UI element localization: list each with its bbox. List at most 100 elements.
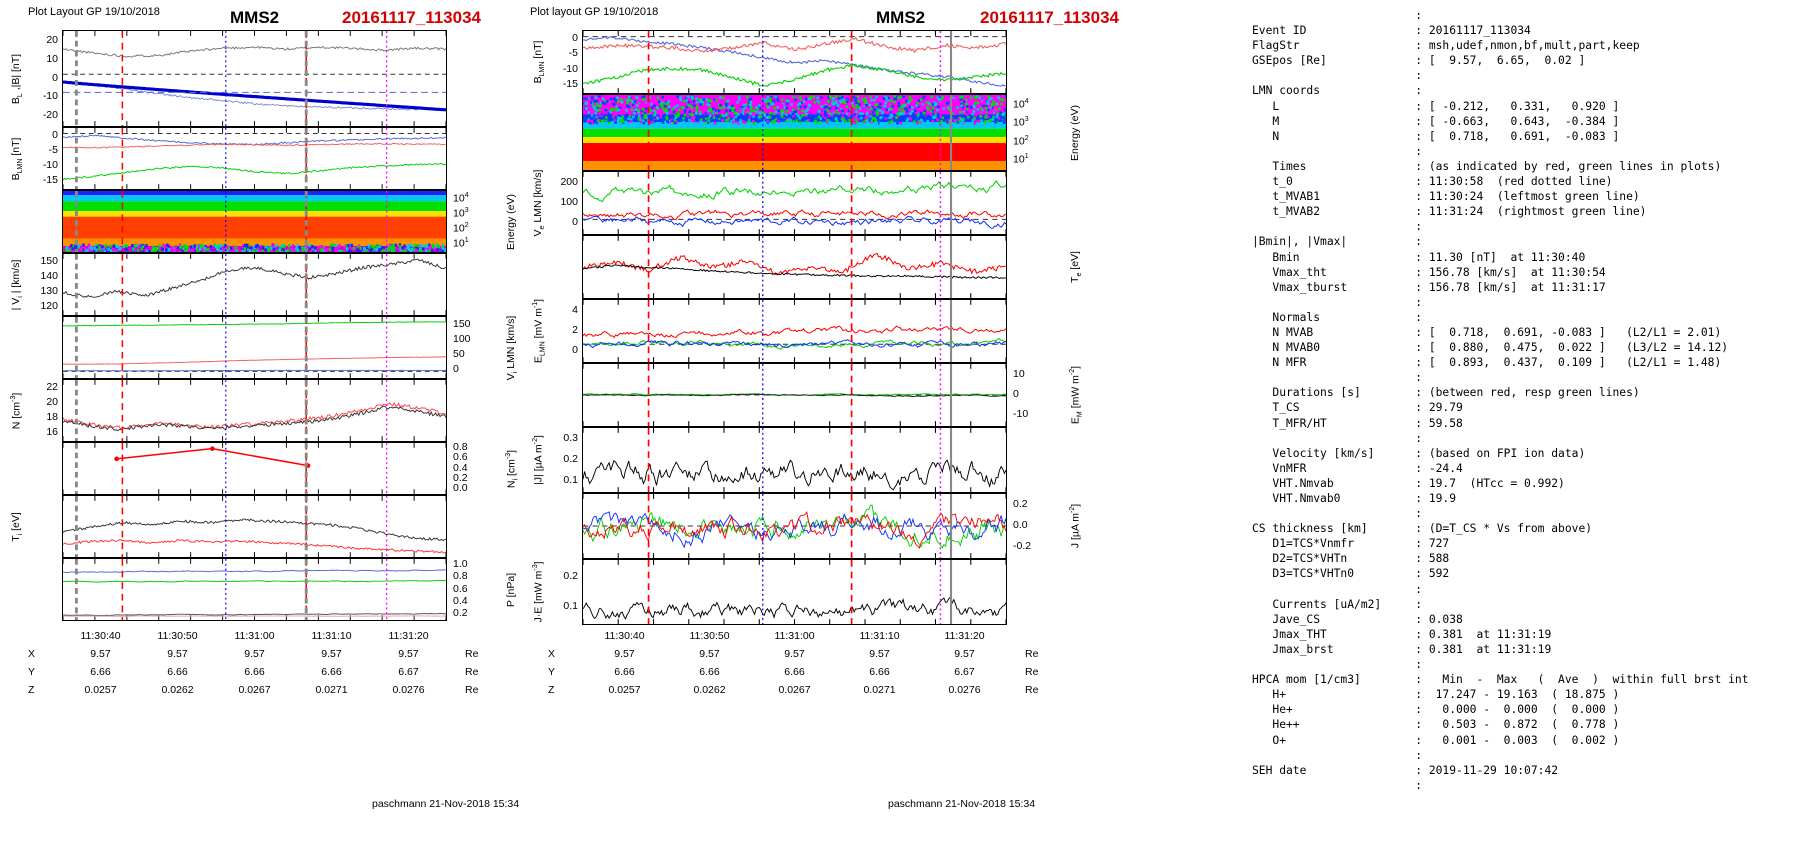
event-summary-text: : Event ID : 20161117_113034 FlagStr : m… [1252,9,1749,792]
coord-value: 6.66 [784,666,805,678]
time-tick-label: 11:31:00 [774,630,815,642]
left-ytick-right: 0.6 [453,451,468,464]
coord-row-key: Y [28,666,36,678]
coord-value: 9.57 [90,648,111,660]
coord-unit: Re [465,648,479,660]
left-axes-ion-density-right [62,442,447,495]
mid-ytick-right: 0.0 [1013,519,1028,531]
left-ytick: 0 [52,71,58,84]
coord-row-key: X [548,648,556,660]
mid-axes-em-flux [582,363,1007,427]
mid-ylabel-right-electron-spectrogram: Energy (eV) [1069,104,1081,161]
mid-plot-stack: BLMN [nT]0-5-10-15BLBMBNEnergy (eV)10410… [532,30,1084,625]
left-axes-bl-abs-b [62,30,447,127]
mid-ytick-right: -0.2 [1013,539,1032,552]
left-ytick-right: 0 [453,363,459,375]
mid-ylabel-right-current-lmn: J [µA m-2] [1069,503,1082,549]
left-ytick-right: 102 [453,222,469,235]
mid-axes-electron-spectrogram [582,94,1007,171]
coord-value: 0.0262 [693,684,726,696]
info-text-panel: : Event ID : 20161117_113034 FlagStr : m… [1240,0,1804,841]
mid-ytick: -5 [568,47,578,60]
mid-ytick-right: -10 [1013,408,1029,420]
mid-ylabel-right-electron-temperature: Te [eV] [1069,251,1084,283]
left-plot-title: MMS2 [230,8,280,27]
left-credit: paschmann 21-Nov-2018 15:34 [372,798,520,810]
left-plot-header: Plot Layout GP 19/10/2018 [28,6,160,18]
left-ytick: -10 [42,90,58,103]
mid-ytick: -10 [562,62,578,75]
left-ytick: 10 [46,52,58,65]
coord-unit: Re [465,666,479,678]
left-ylabel-right-ion-density-right: Ni [cm-3] [505,449,520,488]
mid-axes-jdote [582,559,1007,625]
time-tick-label: 11:31:20 [388,630,429,642]
left-ytick-right: 104 [453,192,469,205]
coord-value: 9.57 [699,648,720,660]
coord-value: 9.57 [321,648,342,660]
mid-axes-e-lmn [582,299,1007,363]
left-ytick-right: 100 [453,333,471,345]
mid-axes-ve-lmn [582,171,1007,235]
left-ytick-right: 1.0 [453,558,468,571]
mid-plot-header: Plot layout GP 19/10/2018 [530,6,659,18]
mid-ytick: 0.1 [563,473,578,486]
left-ylabel-right-ion-spectrogram: Energy (eV) [505,193,517,250]
mid-ytick: -15 [562,77,578,90]
mid-credit: paschmann 21-Nov-2018 15:34 [888,798,1036,810]
left-axes-ion-spectrogram [62,190,447,253]
time-tick-label: 11:30:40 [604,630,645,642]
left-ytick-right: 0.2 [453,606,468,619]
coord-value: 0.0267 [238,684,271,696]
left-ytick: 20 [46,396,58,408]
coord-value: 0.0276 [392,684,425,696]
coord-value: 6.66 [90,666,111,678]
coord-unit: Re [1025,666,1039,678]
left-ytick: 150 [40,255,58,267]
coord-value: 9.57 [398,648,419,660]
left-plot-panel: Plot Layout GP 19/10/2018 MMS2 20161117_… [0,0,520,841]
mid-ytick: 0.3 [563,432,578,445]
left-ytick-right: 101 [453,237,469,250]
coord-value: 6.66 [869,666,890,678]
mid-axes-electron-temperature [582,235,1007,299]
mid-axes-b-lmn [582,30,1007,94]
left-axes-density [62,379,447,442]
left-axes-b-lmn [62,127,447,190]
coord-value: 0.0262 [161,684,194,696]
mid-axes-current-magnitude [582,427,1007,493]
mid-ytick: 100 [560,196,578,208]
left-ytick: 20 [46,34,58,47]
left-ylabel-right-vi-lmn: Vi LMN [km/s] [505,315,520,380]
left-ytick: 0 [52,129,58,141]
time-tick-label: 11:31:00 [234,630,275,642]
left-ytick: -5 [48,144,58,156]
left-axes-pressure [62,558,447,621]
left-ytick: 130 [40,285,58,297]
coord-row-key: Z [28,684,35,696]
left-ytick-right: 0.0 [453,481,468,494]
coord-value: 6.67 [954,666,975,678]
mid-ytick-right: 10 [1013,368,1025,380]
mid-ytick-right: 104 [1013,98,1029,111]
mid-ytick: 200 [560,176,578,188]
time-tick-label: 11:31:20 [944,630,985,642]
mid-ytick: 0.2 [563,453,578,465]
mid-ytick: 0 [572,344,578,356]
coord-value: 6.66 [244,666,265,678]
coord-value: 9.57 [784,648,805,660]
mid-plot-panel: Plot layout GP 19/10/2018 MMS2 20161117_… [520,0,1240,841]
left-ytick-right: 0.4 [453,461,468,474]
coord-value: 0.0267 [778,684,811,696]
mid-ytick-right: 102 [1013,134,1029,148]
left-ytick: 16 [46,426,58,438]
time-tick-label: 11:30:40 [80,630,121,642]
coord-value: 0.0276 [948,684,981,696]
left-ytick: -20 [42,108,58,121]
mid-ytick-right: 103 [1013,116,1029,129]
mid-plot-title: MMS2 [876,8,926,27]
left-axes-ion-speed [62,253,447,316]
left-ytick: 140 [40,270,58,282]
mid-ytick-right: 101 [1013,153,1029,166]
coord-value: 0.0257 [84,684,117,696]
